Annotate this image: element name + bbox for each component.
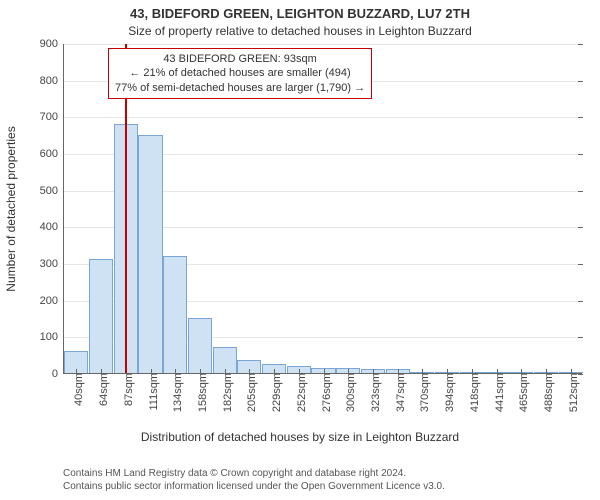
footnote: Contains HM Land Registry data © Crown c… (63, 468, 445, 493)
histogram-bar (163, 256, 187, 373)
x-tick-label: 418sqm (463, 373, 481, 412)
y-tick-label: 700 (40, 111, 64, 123)
annotation-line: 77% of semi-detached houses are larger (… (115, 81, 365, 95)
annotation-line: 43 BIDEFORD GREEN: 93sqm (115, 52, 365, 66)
x-tick-label: 300sqm (339, 373, 357, 412)
y-axis-label: Number of detached properties (4, 126, 18, 291)
x-tick-label: 252sqm (290, 373, 308, 412)
y-tick-mark (578, 44, 583, 45)
y-tick-label: 500 (40, 185, 64, 197)
y-tick-mark (578, 191, 583, 192)
y-tick-mark (578, 337, 583, 338)
annotation-box: 43 BIDEFORD GREEN: 93sqm ← 21% of detach… (108, 48, 372, 99)
gridline (64, 117, 582, 118)
y-tick-mark (578, 301, 583, 302)
figure: 43, BIDEFORD GREEN, LEIGHTON BUZZARD, LU… (0, 0, 600, 500)
x-tick-label: 87sqm (117, 373, 135, 406)
y-tick-label: 0 (52, 368, 64, 380)
x-tick-label: 323sqm (364, 373, 382, 412)
y-tick-mark (578, 81, 583, 82)
annotation-line: ← 21% of detached houses are smaller (49… (115, 66, 365, 80)
y-tick-mark (578, 117, 583, 118)
y-tick-mark (578, 264, 583, 265)
gridline (64, 44, 582, 45)
x-tick-label: 229sqm (265, 373, 283, 412)
footnote-line: Contains public sector information licen… (63, 481, 445, 494)
y-tick-label: 800 (40, 75, 64, 87)
x-tick-label: 394sqm (438, 373, 456, 412)
x-tick-label: 64sqm (92, 373, 110, 406)
y-tick-mark (578, 227, 583, 228)
y-tick-label: 100 (40, 331, 64, 343)
x-tick-label: 182sqm (216, 373, 234, 412)
x-tick-label: 347sqm (389, 373, 407, 412)
y-tick-mark (578, 154, 583, 155)
x-tick-label: 465sqm (512, 373, 530, 412)
x-tick-label: 512sqm (562, 373, 580, 412)
x-tick-label: 111sqm (142, 373, 160, 411)
y-tick-label: 200 (40, 295, 64, 307)
y-tick-label: 600 (40, 148, 64, 160)
histogram-bar (138, 135, 162, 373)
x-tick-label: 441sqm (488, 373, 506, 412)
title-main: 43, BIDEFORD GREEN, LEIGHTON BUZZARD, LU… (0, 6, 600, 21)
footnote-line: Contains HM Land Registry data © Crown c… (63, 468, 445, 481)
x-tick-label: 205sqm (240, 373, 258, 412)
y-tick-label: 300 (40, 258, 64, 270)
y-tick-label: 400 (40, 221, 64, 233)
x-tick-label: 276sqm (315, 373, 333, 412)
y-tick-label: 900 (40, 38, 64, 50)
x-axis-label: Distribution of detached houses by size … (0, 430, 600, 444)
histogram-bar (188, 318, 212, 373)
x-tick-label: 488sqm (537, 373, 555, 412)
histogram-bar (89, 259, 113, 373)
title-sub: Size of property relative to detached ho… (0, 24, 600, 38)
x-tick-label: 40sqm (67, 373, 85, 406)
x-tick-label: 370sqm (413, 373, 431, 412)
x-tick-label: 158sqm (191, 373, 209, 412)
x-tick-label: 134sqm (166, 373, 184, 412)
